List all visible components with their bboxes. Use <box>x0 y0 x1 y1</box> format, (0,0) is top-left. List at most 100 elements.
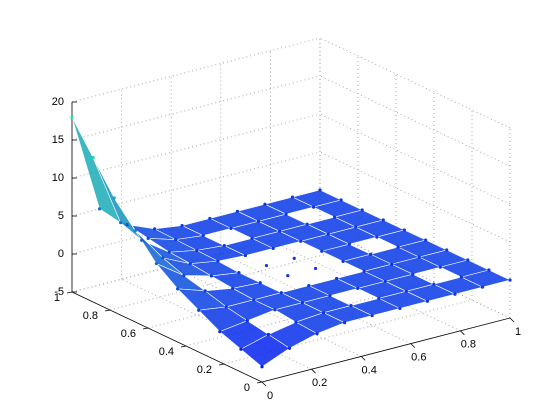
data-point <box>250 236 254 240</box>
data-point <box>264 263 269 268</box>
x-tick <box>311 368 316 374</box>
data-point <box>381 218 385 222</box>
data-point <box>133 229 137 233</box>
data-point <box>360 208 364 212</box>
grid-line <box>71 37 321 103</box>
data-point <box>432 282 436 286</box>
data-point <box>245 319 249 323</box>
data-point <box>341 259 345 263</box>
data-point <box>390 262 394 266</box>
data-point <box>256 219 261 223</box>
y-tick-label: 0.8 <box>83 310 98 322</box>
data-point <box>70 115 74 119</box>
data-point <box>508 278 512 282</box>
x-tick-label: 0.8 <box>461 339 476 351</box>
data-point <box>398 306 402 311</box>
data-point <box>402 228 406 232</box>
data-point <box>487 268 491 272</box>
data-point <box>235 209 240 213</box>
z-tick-label: -5 <box>54 286 64 298</box>
data-point <box>273 308 277 312</box>
y-axis <box>71 291 263 383</box>
data-point <box>152 227 157 231</box>
y-tick <box>104 309 111 312</box>
data-point <box>260 365 264 369</box>
grid-line <box>71 75 321 141</box>
x-tick-label: 1 <box>515 326 521 338</box>
data-point <box>445 248 449 252</box>
data-point <box>305 222 309 226</box>
data-point <box>342 321 347 325</box>
y-tick-label: 0.4 <box>159 346 174 358</box>
data-point <box>417 255 421 259</box>
data-point <box>252 298 256 302</box>
data-point <box>237 271 241 275</box>
data-point <box>354 225 358 229</box>
data-point <box>208 216 212 221</box>
data-point <box>290 195 295 199</box>
data-point <box>209 274 214 278</box>
data-point <box>197 308 201 312</box>
grid-line <box>319 37 511 129</box>
data-point <box>459 275 463 279</box>
x-tick <box>509 317 515 323</box>
x-tick <box>360 356 366 361</box>
data-point <box>453 292 457 296</box>
y-tick-label: 1 <box>54 292 60 304</box>
data-point <box>284 212 288 216</box>
data-point <box>349 303 353 308</box>
data-point <box>318 188 322 192</box>
data-point <box>466 258 470 262</box>
data-point <box>231 286 235 290</box>
data-point <box>383 279 387 283</box>
x-tick <box>410 343 416 348</box>
x-tick-label: 0.2 <box>312 377 327 389</box>
x-tick-label: 0 <box>267 390 273 402</box>
z-tick-label: 10 <box>52 172 64 184</box>
data-point <box>224 305 228 309</box>
data-point <box>396 245 400 249</box>
x-tick <box>460 330 465 336</box>
y-tick-label: 0.2 <box>197 364 212 376</box>
data-point <box>222 243 226 248</box>
data-point <box>321 311 326 315</box>
data-point <box>239 347 243 351</box>
data-point <box>271 246 275 250</box>
data-point <box>287 346 292 350</box>
data-point <box>320 249 324 253</box>
data-point <box>356 286 360 291</box>
grid-line <box>71 151 321 217</box>
data-point <box>266 332 271 337</box>
data-point <box>119 221 123 225</box>
grid-line <box>71 113 321 179</box>
data-point <box>279 291 283 295</box>
x-axis <box>261 317 511 383</box>
data-point <box>174 238 178 242</box>
data-point <box>182 273 186 278</box>
data-point <box>315 331 319 336</box>
data-point <box>112 196 116 200</box>
data-point <box>286 274 290 278</box>
data-point <box>438 265 442 269</box>
data-point <box>299 239 303 243</box>
data-point <box>91 155 95 160</box>
data-point <box>203 289 207 293</box>
data-point <box>292 256 296 260</box>
data-point <box>404 289 408 293</box>
grid-line <box>319 75 511 167</box>
data-point <box>161 256 165 260</box>
data-point <box>167 250 171 254</box>
grid-line <box>319 113 511 205</box>
data-point <box>188 262 192 266</box>
data-point <box>176 287 180 291</box>
y-tick <box>142 327 149 330</box>
y-tick-label: 0.6 <box>121 328 136 340</box>
data-point <box>375 235 379 239</box>
data-point <box>307 284 311 288</box>
data-point <box>411 272 415 276</box>
data-point <box>125 222 129 227</box>
y-tick <box>66 291 73 294</box>
data-point <box>294 320 298 324</box>
data-point <box>326 232 330 236</box>
